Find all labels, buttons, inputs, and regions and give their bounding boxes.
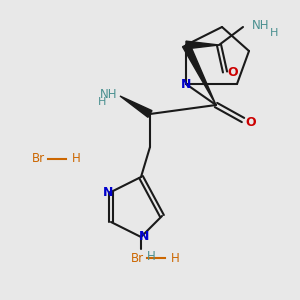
Text: H: H	[171, 251, 180, 265]
Text: NH: NH	[252, 19, 269, 32]
Text: O: O	[245, 116, 256, 130]
Text: N: N	[103, 185, 113, 199]
Text: H: H	[72, 152, 81, 166]
Text: H: H	[270, 28, 278, 38]
Text: H: H	[98, 97, 106, 107]
Text: Br: Br	[131, 251, 144, 265]
Polygon shape	[182, 43, 216, 105]
Text: Br: Br	[32, 152, 45, 166]
Text: N: N	[181, 77, 191, 91]
Polygon shape	[120, 96, 152, 117]
Text: H: H	[147, 250, 156, 263]
Text: O: O	[227, 65, 238, 79]
Polygon shape	[186, 41, 219, 49]
Text: N: N	[139, 230, 149, 244]
Text: NH: NH	[100, 88, 117, 101]
